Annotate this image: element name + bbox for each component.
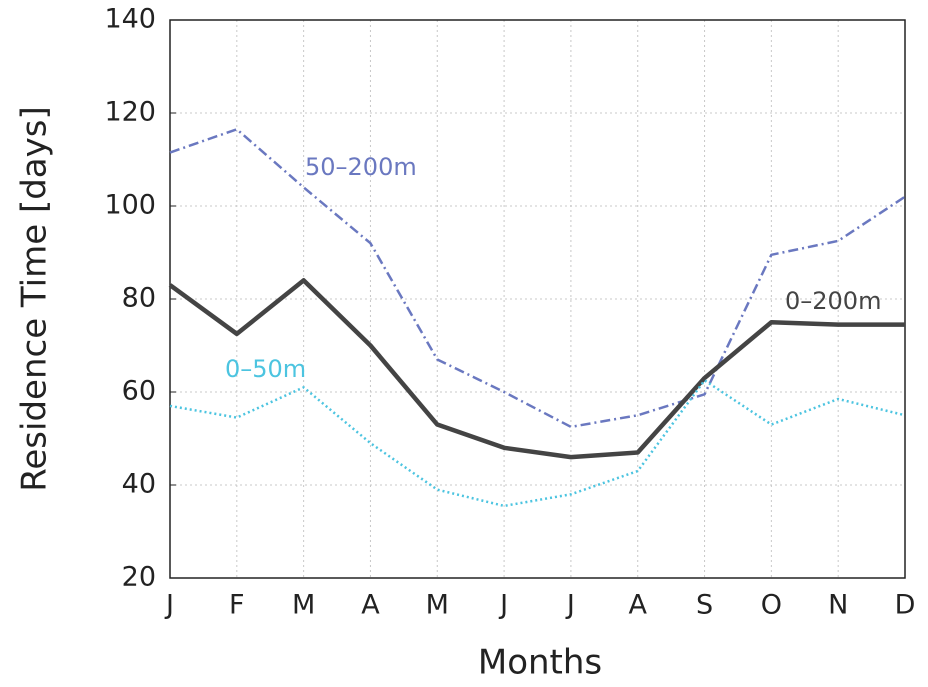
y-tick-label: 40 [122, 469, 156, 500]
y-tick-label: 60 [122, 376, 156, 407]
x-tick-label: F [229, 590, 245, 621]
series-label: 50–200m [305, 153, 417, 181]
series-label: 0–200m [785, 287, 881, 315]
series-line [169, 379, 906, 508]
y-tick-label: 100 [104, 190, 156, 221]
y-tick-label: 120 [104, 97, 156, 128]
plot-frame [169, 19, 906, 579]
x-tick-label: D [895, 590, 916, 621]
x-tick-label: S [696, 590, 713, 621]
series-label: 0–50m [225, 355, 306, 383]
y-tick-label: 80 [122, 283, 156, 314]
y-tick-label: 140 [104, 4, 156, 35]
y-axis-label: Residence Time [days] [15, 106, 55, 491]
x-tick-label: M [292, 590, 315, 621]
series-line [169, 128, 906, 429]
x-tick-label: J [498, 590, 508, 621]
x-tick-label: A [361, 590, 380, 621]
x-tick-label: A [628, 590, 647, 621]
x-axis-label: Months [478, 643, 602, 683]
x-tick-label: J [565, 590, 575, 621]
x-tick-label: M [426, 590, 449, 621]
x-tick-label: O [761, 590, 782, 621]
x-tick-label: J [164, 590, 174, 621]
series-line [168, 278, 905, 460]
y-tick-label: 20 [122, 562, 156, 593]
x-tick-label: N [828, 590, 848, 621]
